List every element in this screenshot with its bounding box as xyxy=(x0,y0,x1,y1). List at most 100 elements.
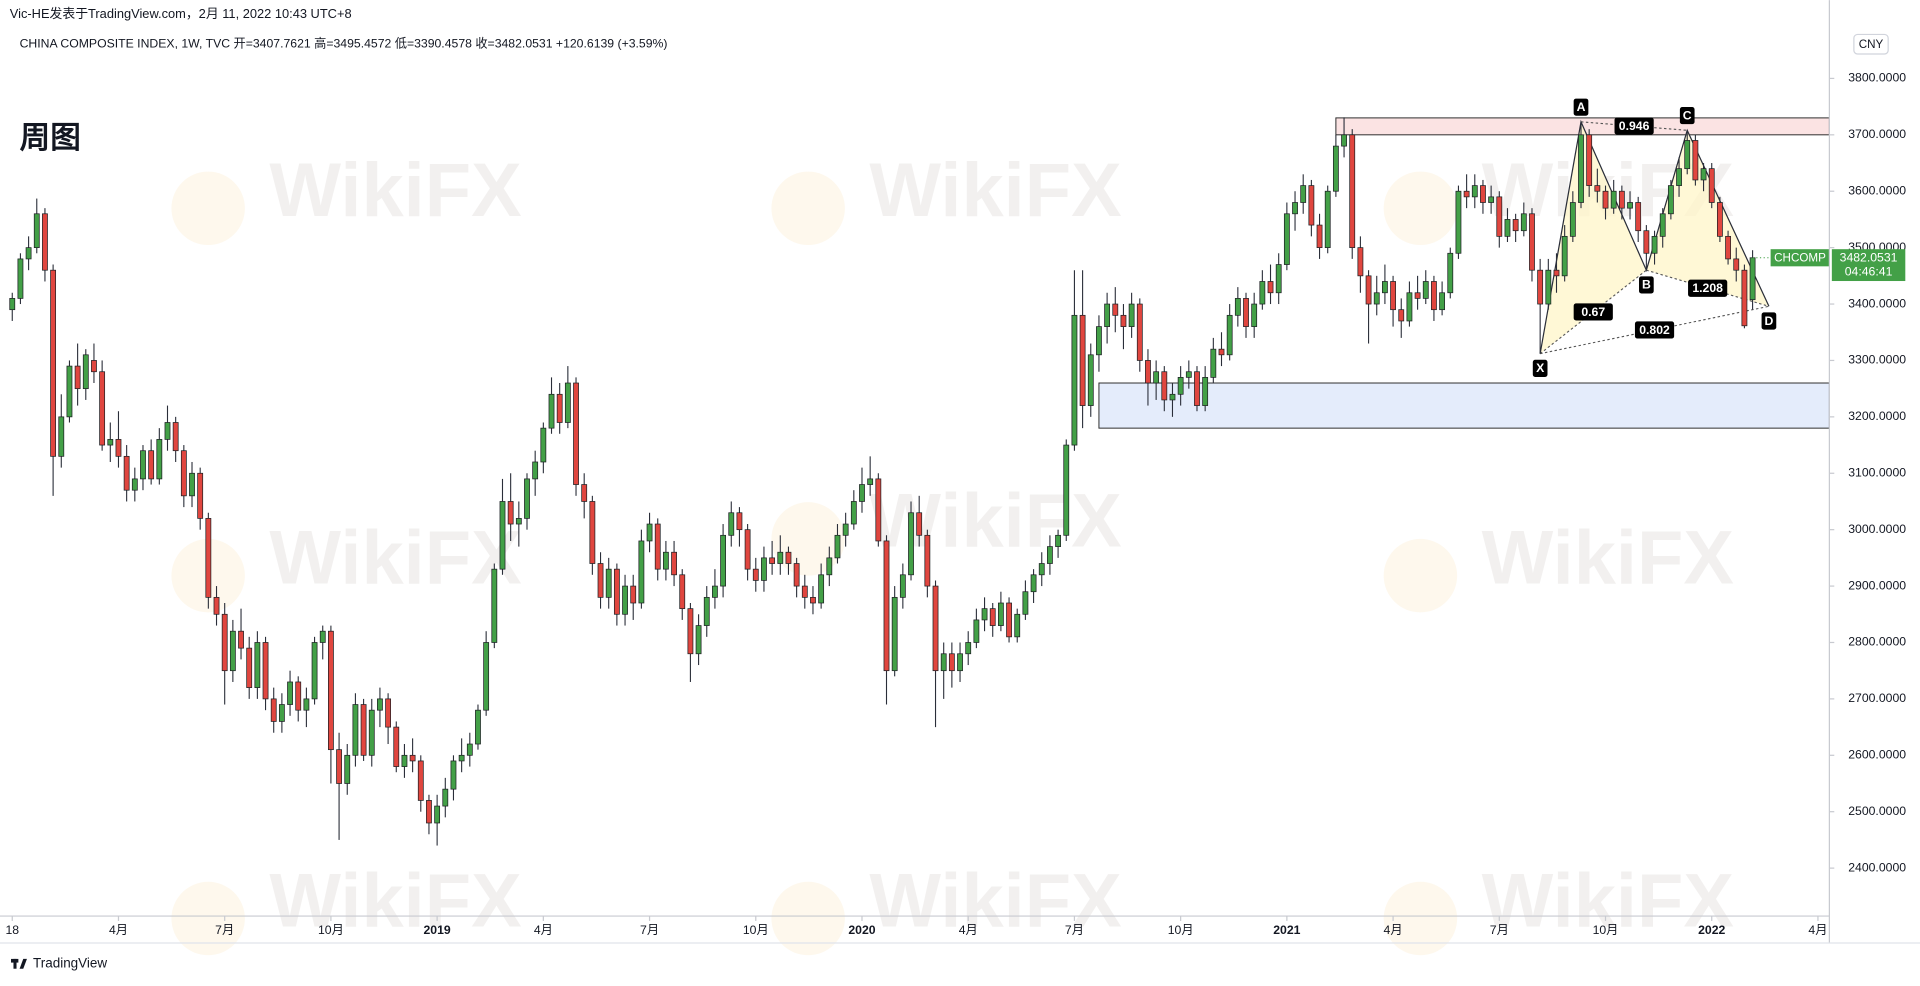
candle-body xyxy=(744,529,751,570)
candle-body xyxy=(1373,292,1380,305)
candle-body xyxy=(483,642,490,711)
candle-body xyxy=(1676,168,1682,186)
y-tick-label: 3200.0000 xyxy=(1848,409,1906,423)
x-tick-label: 4月 xyxy=(109,923,128,937)
candle-body xyxy=(801,585,808,598)
candle-body xyxy=(1177,377,1184,395)
y-tick-label: 3600.0000 xyxy=(1848,183,1906,197)
candle-body xyxy=(1071,314,1078,446)
candle-body xyxy=(123,455,130,491)
candle-body xyxy=(1455,190,1462,254)
candle-body xyxy=(1055,534,1061,547)
point-box xyxy=(1639,276,1654,294)
x-tick-label: 2022 xyxy=(1698,923,1725,937)
candle-body xyxy=(1251,303,1258,327)
candle-body xyxy=(131,478,138,491)
candle-body xyxy=(989,608,996,626)
candle-body xyxy=(679,574,686,610)
candle-body xyxy=(1316,224,1323,249)
candle-body xyxy=(1365,275,1372,305)
candle-body xyxy=(1708,168,1715,203)
candle-body xyxy=(605,568,612,598)
point-label: B xyxy=(1642,278,1651,292)
x-tick-label: 2020 xyxy=(848,923,875,937)
candle-body xyxy=(475,709,481,745)
candle-body xyxy=(254,642,261,688)
candle-body xyxy=(1022,591,1029,615)
candle-body xyxy=(1087,354,1094,406)
candle-body xyxy=(630,585,637,604)
candle-body xyxy=(654,523,661,570)
currency-box[interactable] xyxy=(1853,33,1889,55)
watermark-logo xyxy=(771,171,845,246)
candle-body xyxy=(1283,213,1290,265)
candle-body xyxy=(1406,292,1413,322)
candle-body xyxy=(458,754,465,762)
candle-body xyxy=(1006,602,1012,638)
candle-body xyxy=(883,540,890,672)
candle-body xyxy=(1635,202,1642,232)
candle-body xyxy=(1414,292,1421,299)
brand: TradingView xyxy=(33,955,107,970)
candle-body xyxy=(1259,281,1266,305)
candle-body xyxy=(246,647,253,688)
candle-body xyxy=(180,450,187,497)
candle-body xyxy=(213,596,220,615)
ratio-label: 0.946 xyxy=(1619,119,1650,133)
candle-body xyxy=(793,563,800,587)
candle-body xyxy=(589,501,596,564)
candle-body xyxy=(50,269,57,457)
candle-body xyxy=(1618,190,1625,209)
brand-logo xyxy=(11,958,27,969)
candle-body xyxy=(948,653,955,672)
candle-body xyxy=(409,754,416,762)
candle-body xyxy=(197,472,204,519)
y-tick-label: 2400.0000 xyxy=(1848,860,1906,874)
candle-body xyxy=(1300,185,1307,203)
candle-body xyxy=(1120,314,1127,327)
candle-body xyxy=(752,568,759,581)
candle-body xyxy=(466,743,473,756)
watermark: WikiFX xyxy=(1482,515,1734,600)
ratio-line xyxy=(1580,121,1688,131)
candle-body xyxy=(1169,393,1176,401)
price-tag xyxy=(1831,249,1906,282)
candle-body xyxy=(1202,377,1209,406)
candle-body xyxy=(303,698,310,711)
candle-body xyxy=(328,630,334,751)
candle-body xyxy=(695,625,702,655)
candle-body xyxy=(1014,613,1021,638)
candle-body xyxy=(99,371,106,446)
x-tick-label: 4月 xyxy=(1808,923,1827,937)
point-box xyxy=(1761,312,1777,330)
candle-body xyxy=(1512,219,1519,232)
candle-body xyxy=(1480,185,1486,203)
candle-body xyxy=(434,805,441,824)
watermark-logo xyxy=(771,881,845,956)
candle-body xyxy=(82,354,89,390)
candle-body xyxy=(1128,303,1135,327)
candle-body xyxy=(1684,140,1691,170)
candle-body xyxy=(1194,371,1200,406)
candle-body xyxy=(1610,190,1617,209)
candle-body xyxy=(1382,281,1388,294)
candle-body xyxy=(916,512,923,536)
y-tick-label: 3400.0000 xyxy=(1848,296,1906,310)
candle-body xyxy=(818,574,825,604)
candle-body xyxy=(997,602,1004,626)
candle-body xyxy=(336,749,342,784)
candle-body xyxy=(238,630,244,649)
x-tick-label: 4月 xyxy=(534,923,553,937)
candle-body xyxy=(540,427,547,463)
candle-body xyxy=(1047,546,1053,564)
watermark: WikiFX xyxy=(269,858,521,943)
candle-body xyxy=(638,540,645,604)
candle-body xyxy=(401,754,408,767)
candle-body xyxy=(507,501,514,525)
watermark-logo xyxy=(1383,538,1458,613)
candle-body xyxy=(556,393,563,423)
candle-body xyxy=(1561,235,1568,277)
candle-body xyxy=(58,416,65,457)
candle-body xyxy=(1667,185,1674,215)
